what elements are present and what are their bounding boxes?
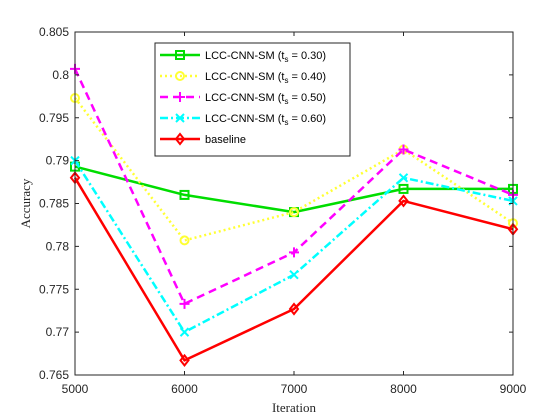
legend-marker (175, 113, 185, 123)
y-axis-label: Accuracy (18, 178, 33, 228)
data-point-marker (179, 353, 190, 368)
y-tick-label: 0.795 (39, 111, 69, 125)
legend-box (154, 42, 351, 157)
data-point-marker (179, 327, 190, 337)
y-tick-label: 0.79 (46, 154, 70, 168)
y-tick-label: 0.8 (52, 68, 69, 82)
y-tick-label: 0.78 (46, 239, 70, 253)
legend-marker (175, 50, 185, 60)
data-point-marker (398, 194, 409, 208)
legend-entry-label: LCC-CNN-SM (ts = 0.60) (205, 113, 326, 127)
data-point-marker (398, 173, 409, 183)
data-point-marker (398, 144, 409, 155)
data-point-marker (179, 298, 190, 309)
legend-marker (175, 92, 185, 102)
legend-entry-label: LCC-CNN-SM (ts = 0.30) (205, 50, 326, 64)
x-tick-label: 7000 (281, 382, 308, 396)
series-3 (70, 63, 518, 309)
x-tick-label: 8000 (390, 382, 417, 396)
series-line (73, 177, 514, 362)
data-point-marker (288, 302, 300, 316)
y-tick-label: 0.765 (39, 368, 69, 382)
legend: LCC-CNN-SM (ts = 0.30) LCC-CNN-SM (ts = 0… (154, 42, 351, 157)
y-tick-label: 0.77 (46, 325, 70, 339)
data-point-marker (398, 183, 409, 194)
data-point-marker (179, 189, 190, 200)
y-tick-label: 0.785 (39, 197, 69, 211)
x-tick-label: 5000 (62, 382, 89, 396)
x-axis-label: Iteration (272, 400, 317, 415)
data-point-marker (179, 235, 190, 246)
legend-entry-label: baseline (205, 134, 246, 146)
legend-marker (175, 71, 185, 81)
y-tick-label: 0.805 (39, 25, 69, 39)
data-point-marker (289, 269, 299, 280)
y-tick-label: 0.775 (39, 282, 69, 296)
x-tick-label: 6000 (171, 382, 198, 396)
legend-entry-label: LCC-CNN-SM (ts = 0.50) (205, 92, 326, 106)
series-line (74, 165, 513, 214)
legend-marker (174, 132, 186, 146)
data-point-marker (289, 247, 299, 258)
x-tick-label: 9000 (500, 382, 527, 396)
legend-entry-label: LCC-CNN-SM (ts = 0.40) (205, 71, 326, 85)
data-point-marker (289, 207, 299, 218)
